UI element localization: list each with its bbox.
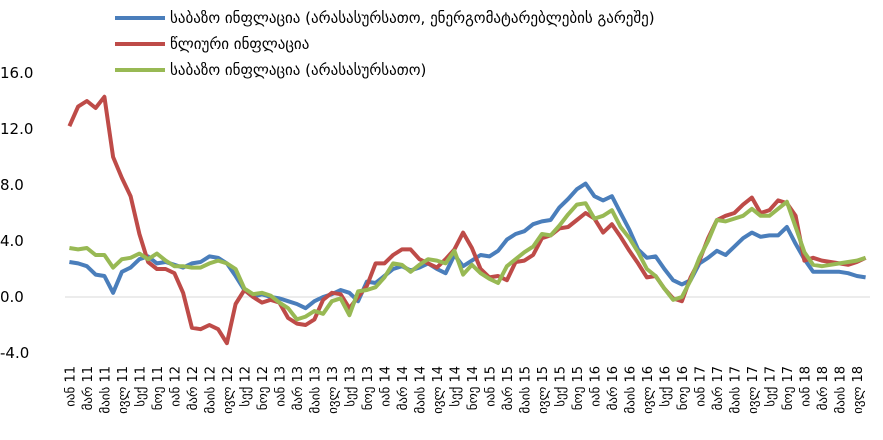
x-tick-label: მაის 17 [728, 366, 743, 414]
x-tick-label: მარ 16 [606, 366, 621, 410]
x-tick-label: მაის 14 [413, 366, 428, 414]
x-tick-label: სექ 15 [553, 366, 568, 407]
x-tick-label: მარ 15 [501, 366, 516, 410]
x-tick-label: ივლ 17 [746, 366, 761, 414]
x-tick-label: მაის 11 [98, 366, 113, 414]
x-tick-label: სექ 13 [343, 366, 358, 407]
x-tick-label: მაის 16 [623, 366, 638, 414]
x-tick-label: ნოე 13 [361, 366, 376, 410]
x-tick-label: იან 13 [273, 366, 288, 407]
x-tick-label: მარ 12 [186, 366, 201, 410]
y-tick-label: 16.0 [0, 64, 33, 82]
x-tick-label: იან 11 [63, 366, 78, 407]
series-line [69, 199, 867, 322]
x-tick-label: იან 12 [168, 366, 183, 407]
x-tick-label: ივლ 11 [116, 366, 131, 414]
x-tick-label: იან 18 [798, 366, 813, 407]
x-tick-label: ნოე 11 [151, 366, 166, 410]
x-tick-label: ივლ 13 [326, 366, 341, 414]
x-tick-label: სექ 12 [238, 366, 253, 407]
legend-label: წლიური ინფლაცია [170, 35, 309, 53]
x-tick-label: მარ 18 [816, 366, 831, 410]
x-tick-label: ივლ 14 [431, 366, 446, 414]
x-tick-label: მაის 13 [308, 366, 323, 414]
y-tick-label: 0.0 [0, 288, 24, 306]
x-tick-label: იან 14 [378, 366, 393, 407]
x-tick-label: მაის 12 [203, 366, 218, 414]
x-tick-label: მარ 14 [396, 366, 411, 410]
x-tick-label: ივლ 18 [851, 366, 866, 414]
x-tick-label: ნოე 16 [676, 366, 691, 410]
x-tick-label: ნოე 15 [571, 366, 586, 410]
series-line [67, 94, 867, 346]
y-tick-label: 12.0 [0, 120, 33, 138]
x-tick-label: მარ 13 [291, 366, 306, 410]
legend-label: საბაზო ინფლაცია (არასასურსათო) [170, 61, 426, 79]
x-tick-label: ნოე 14 [466, 366, 481, 410]
x-tick-label: იან 16 [588, 366, 603, 407]
x-tick-label: ივლ 16 [641, 366, 656, 414]
x-tick-label: ივლ 12 [221, 366, 236, 414]
x-tick-label: სექ 14 [448, 366, 463, 407]
y-tick-label: 8.0 [0, 176, 24, 194]
x-tick-label: ნოე 17 [781, 366, 796, 410]
y-tick-label: -4.0 [0, 344, 29, 362]
x-tick-label: მაის 15 [518, 366, 533, 414]
legend-label: საბაზო ინფლაცია (არასასურსათო, ენერგომატ… [170, 9, 655, 27]
x-tick-label: სექ 11 [133, 366, 148, 407]
x-tick-label: ივლ 15 [536, 366, 551, 414]
y-tick-label: 4.0 [0, 232, 24, 250]
x-tick-label: სექ 16 [658, 366, 673, 407]
x-tick-label: მარ 17 [711, 366, 726, 410]
x-tick-label: მარ 11 [81, 366, 96, 410]
x-tick-label: ნოე 12 [256, 366, 271, 410]
x-tick-label: მაის 18 [833, 366, 848, 414]
x-tick-label: იან 15 [483, 366, 498, 407]
x-tick-label: იან 17 [693, 366, 708, 407]
series-line [69, 181, 866, 311]
x-tick-label: სექ 17 [763, 366, 778, 407]
